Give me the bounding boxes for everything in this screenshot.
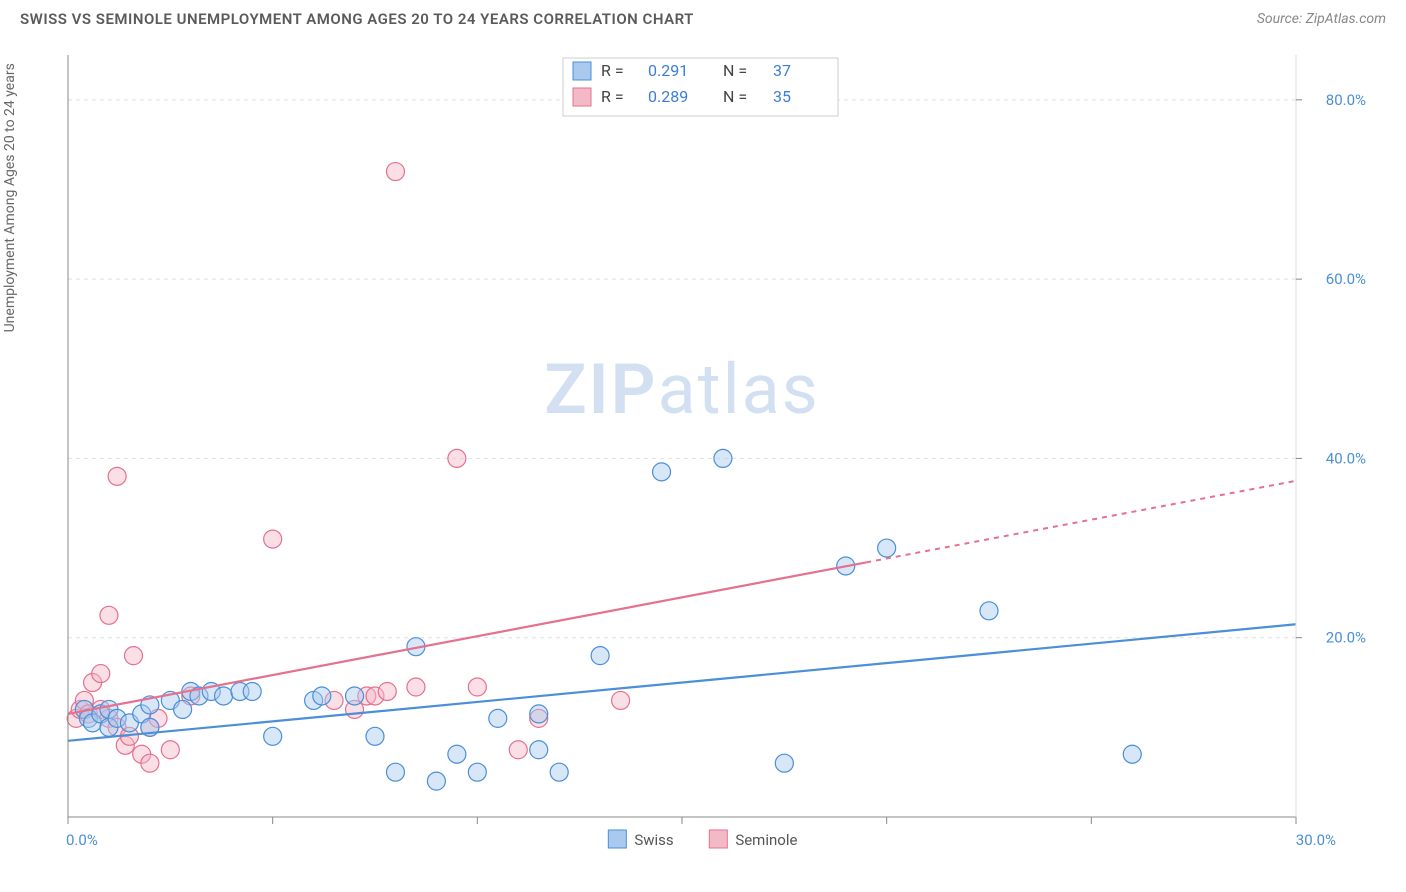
legend-series-label: Swiss: [634, 831, 673, 849]
legend-n-label: N =: [723, 61, 747, 80]
data-point: [215, 687, 233, 705]
y-tick-label: 60.0%: [1326, 270, 1366, 288]
data-point: [264, 727, 282, 745]
x-tick-label: 30.0%: [1296, 831, 1336, 849]
data-point: [980, 602, 998, 620]
legend-r-value: 0.291: [648, 61, 688, 80]
data-point: [714, 449, 732, 467]
data-point: [386, 163, 404, 181]
x-tick-label: 0.0%: [66, 831, 98, 849]
data-point: [92, 665, 110, 683]
data-point: [1123, 745, 1141, 763]
data-point: [366, 727, 384, 745]
data-point: [386, 763, 404, 781]
data-point: [468, 678, 486, 696]
data-point: [264, 530, 282, 548]
legend-n-value: 35: [773, 87, 791, 106]
data-point: [550, 763, 568, 781]
watermark: ZIPatlas: [544, 349, 820, 431]
legend-swatch: [573, 62, 591, 80]
data-point: [878, 539, 896, 557]
data-point: [612, 691, 630, 709]
data-point: [243, 682, 261, 700]
data-point: [448, 449, 466, 467]
trend-line-dash: [866, 481, 1296, 563]
legend-r-value: 0.289: [648, 87, 688, 106]
y-tick-label: 40.0%: [1326, 449, 1366, 467]
data-point: [313, 687, 331, 705]
data-point: [775, 754, 793, 772]
data-point: [427, 772, 445, 790]
data-point: [124, 647, 142, 665]
data-point: [161, 741, 179, 759]
y-tick-label: 80.0%: [1326, 91, 1366, 109]
legend-r-label: R =: [601, 61, 624, 80]
data-point: [407, 678, 425, 696]
chart-container: Unemployment Among Ages 20 to 24 years Z…: [20, 45, 1386, 872]
data-point: [530, 705, 548, 723]
data-point: [174, 700, 192, 718]
data-point: [653, 463, 671, 481]
chart-header: SWISS VS SEMINOLE UNEMPLOYMENT AMONG AGE…: [0, 0, 1406, 34]
legend-series-label: Seminole: [735, 831, 797, 849]
y-axis-label: Unemployment Among Ages 20 to 24 years: [2, 63, 18, 332]
data-point: [591, 647, 609, 665]
trend-line: [68, 562, 866, 714]
chart-source: Source: ZipAtlas.com: [1257, 11, 1386, 27]
legend-n-value: 37: [773, 61, 791, 80]
data-point: [530, 741, 548, 759]
data-point: [346, 687, 364, 705]
legend-swatch: [608, 830, 626, 848]
data-point: [100, 606, 118, 624]
legend-swatch: [573, 88, 591, 106]
y-tick-label: 20.0%: [1326, 629, 1366, 647]
legend-swatch: [709, 830, 727, 848]
data-point: [468, 763, 486, 781]
data-point: [108, 467, 126, 485]
data-point: [489, 709, 507, 727]
data-point: [509, 741, 527, 759]
legend-n-label: N =: [723, 87, 747, 106]
chart-title: SWISS VS SEMINOLE UNEMPLOYMENT AMONG AGE…: [20, 10, 694, 28]
scatter-chart: ZIPatlas 0.0% 30.0% 20.0% 40.0% 60.0% 80.0% R =…: [20, 45, 1386, 872]
data-point: [448, 745, 466, 763]
data-point: [378, 682, 396, 700]
legend-r-label: R =: [601, 87, 624, 106]
data-point: [141, 754, 159, 772]
